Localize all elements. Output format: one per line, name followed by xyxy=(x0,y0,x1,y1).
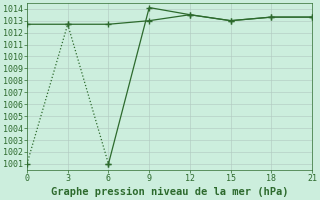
X-axis label: Graphe pression niveau de la mer (hPa): Graphe pression niveau de la mer (hPa) xyxy=(51,187,288,197)
